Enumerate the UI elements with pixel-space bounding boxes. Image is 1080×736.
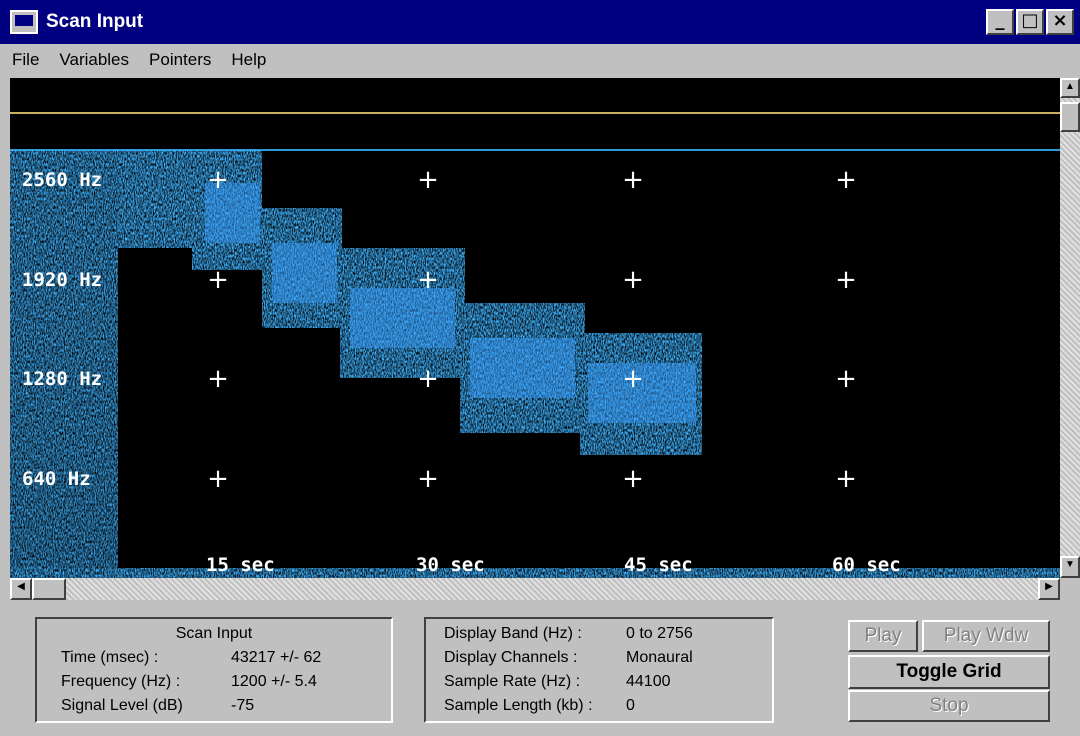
grid-marker: + [622,165,644,195]
grid-marker: + [207,265,229,295]
grid-marker: + [835,265,857,295]
play-window-button[interactable]: Play Wdw [922,620,1050,652]
freq-label-1280: 1280 Hz [22,368,103,390]
time-value: 43217 +/- 62 [231,649,322,666]
display-channels-label: Display Channels : [444,649,578,666]
spectrogram-canvas [10,112,1060,578]
time-label-45: 45 sec [624,554,693,576]
grid-marker: + [417,265,439,295]
signal-level-value: -75 [231,697,255,714]
freq-label-1920: 1920 Hz [22,269,103,291]
sample-rate-label: Sample Rate (Hz) : [444,673,581,690]
frequency-value: 1200 +/- 5.4 [231,673,317,690]
grid-marker: + [417,364,439,394]
freq-label-2560: 2560 Hz [22,169,103,191]
display-band-label: Display Band (Hz) : [444,625,582,642]
grid-marker: + [835,464,857,494]
grid-marker: + [417,464,439,494]
grid-marker: + [622,364,644,394]
menu-bar: File Variables Pointers Help [0,44,1080,76]
grid-marker: + [207,165,229,195]
sample-length-label: Sample Length (kb) : [444,697,593,714]
display-settings-panel: Display Band (Hz) : 0 to 2756 Display Ch… [424,617,774,723]
display-band-value: 0 to 2756 [626,625,693,642]
window-title: Scan Input [46,11,144,32]
time-label: Time (msec) : [61,649,159,666]
display-channels-value: Monaural [626,649,693,666]
grid-marker: + [207,364,229,394]
vertical-scroll-thumb[interactable] [1060,102,1080,132]
scan-input-panel: Scan Input Time (msec) : 43217 +/- 62 Fr… [35,617,393,723]
spectrogram-display[interactable]: 2560 Hz 1920 Hz 1280 Hz 640 Hz + + + + +… [10,78,1060,578]
app-window-icon[interactable] [10,10,38,34]
play-button[interactable]: Play [848,620,918,652]
maximize-button[interactable]: □ [1016,9,1044,35]
arrow-down-icon[interactable]: ▼ [1060,556,1080,578]
sample-rate-value: 44100 [626,673,671,690]
grid-marker: + [417,165,439,195]
panel-heading: Scan Input [175,625,253,642]
menu-variables[interactable]: Variables [59,50,130,69]
frequency-label: Frequency (Hz) : [61,673,181,690]
signal-level-label: Signal Level (dB) [61,697,183,714]
grid-marker: + [835,165,857,195]
menu-pointers[interactable]: Pointers [149,50,212,69]
grid-marker: + [835,364,857,394]
menu-file[interactable]: File [12,50,40,69]
time-label-60: 60 sec [832,554,901,576]
grid-marker: + [207,464,229,494]
close-button[interactable]: × [1046,9,1074,35]
arrow-left-icon[interactable]: ◀ [10,578,32,600]
stop-button[interactable]: Stop [848,690,1050,722]
grid-marker: + [622,464,644,494]
time-label-15: 15 sec [206,554,275,576]
signal-core [205,183,696,423]
time-label-30: 30 sec [416,554,485,576]
minimize-button[interactable]: _ [986,9,1014,35]
arrow-up-icon[interactable]: ▲ [1060,78,1080,98]
vertical-scrollbar[interactable]: ▲ ▼ [1060,78,1080,578]
menu-help[interactable]: Help [231,50,267,69]
title-bar[interactable]: Scan Input _ □ × [0,0,1080,44]
arrow-right-icon[interactable]: ▶ [1038,578,1060,600]
horizontal-scroll-thumb[interactable] [32,578,66,600]
toggle-grid-button[interactable]: Toggle Grid [848,655,1050,689]
grid-marker: + [622,265,644,295]
freq-label-640: 640 Hz [22,468,91,490]
window-controls: _ □ × [986,9,1074,35]
sample-length-value: 0 [626,697,635,714]
horizontal-scrollbar[interactable]: ◀ ▶ [10,578,1060,600]
